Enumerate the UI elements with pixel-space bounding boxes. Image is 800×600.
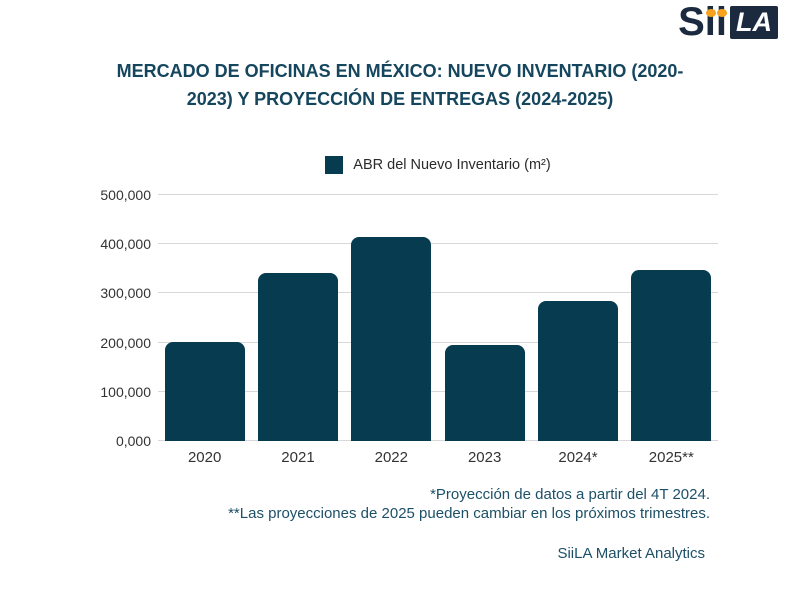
bar-slot xyxy=(251,195,344,441)
legend-swatch xyxy=(325,156,344,174)
x-tick-label: 2025** xyxy=(648,449,694,466)
gridline xyxy=(158,341,718,343)
x-tick-label: 2021 xyxy=(281,449,315,466)
bar-slot xyxy=(438,195,531,441)
bar-2022 xyxy=(351,236,432,441)
bar-slot xyxy=(345,195,438,441)
legend-label: ABR del Nuevo Inventario (m²) xyxy=(353,157,551,173)
footnote-line2: **Las proyecciones de 2025 pueden cambia… xyxy=(228,505,710,522)
gridline xyxy=(158,243,718,245)
bar-slot xyxy=(531,195,624,441)
gridline xyxy=(158,194,718,195)
legend: ABR del Nuevo Inventario (m²) xyxy=(158,156,718,174)
chart-title-line2: 2023) Y PROYECCIÓN DE ENTREGAS (2024-202… xyxy=(186,89,614,109)
bar-2024* xyxy=(537,301,618,441)
y-tick-label: 200,000 xyxy=(100,334,151,351)
plot-area: 0,000 100,000 200,000 300,000 400,000 500,000 xyxy=(100,187,718,449)
logo-text-la: LA xyxy=(730,6,778,39)
x-labels-row: 2020 2021 2022 2023 2024* 2025** xyxy=(158,449,718,466)
y-tick-label: 300,000 xyxy=(100,285,151,302)
chart-title-line1: MERCADO DE OFICINAS EN MÉXICO: NUEVO INV… xyxy=(116,61,684,81)
bar-2020 xyxy=(164,341,245,441)
gridline xyxy=(158,292,718,294)
bar-2023 xyxy=(444,344,525,441)
x-tick-label: 2024* xyxy=(558,449,598,466)
bar-slot xyxy=(625,195,718,441)
gridline xyxy=(158,390,718,392)
x-tick-label: 2023 xyxy=(467,449,502,466)
chart-title: MERCADO DE OFICINAS EN MÉXICO: NUEVO INV… xyxy=(40,57,760,113)
y-tick-label: 100,000 xyxy=(100,383,151,400)
source-label: SiiLA Market Analytics xyxy=(557,545,705,562)
y-tick-label: 500,000 xyxy=(100,187,151,203)
logo-orange-dot-icon xyxy=(717,9,728,17)
y-tick-label: 0,000 xyxy=(115,433,151,449)
bars-row xyxy=(158,195,718,441)
y-tick-label: 400,000 xyxy=(100,236,151,253)
bar-2025** xyxy=(631,270,712,441)
bar-slot xyxy=(158,195,251,441)
logo-text-sii: Sii xyxy=(678,0,727,44)
x-tick-label: 2022 xyxy=(374,449,408,466)
bar-2021 xyxy=(257,272,338,441)
gridline xyxy=(158,440,718,441)
x-tick-label: 2020 xyxy=(187,449,222,466)
siila-logo: Sii LA xyxy=(678,0,778,44)
logo-orange-dot-icon xyxy=(706,9,717,17)
footnotes: *Proyección de datos a partir del 4T 202… xyxy=(228,485,710,523)
footnote-line1: *Proyección de datos a partir del 4T 202… xyxy=(430,486,710,503)
